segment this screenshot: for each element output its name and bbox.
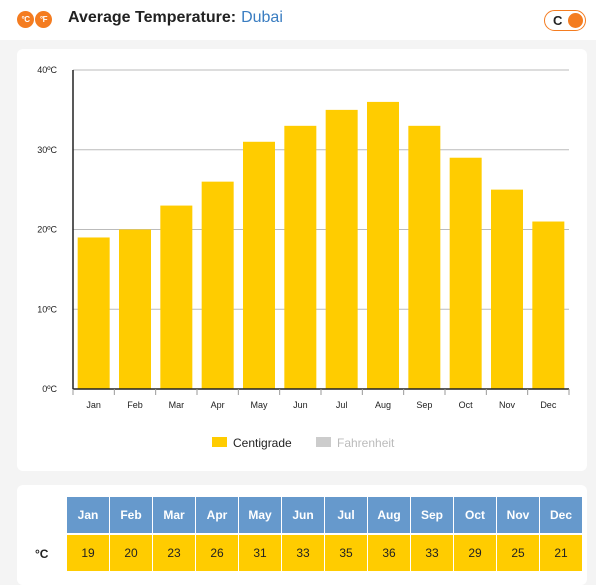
table-card: °C Jan Feb Mar Apr May Jun Jul Aug Sep Oct Nov Dec 1…: [17, 485, 587, 585]
temperature-value-cell: 33: [282, 535, 324, 571]
unit-toggle-label: C: [553, 13, 563, 28]
bar[interactable]: [408, 125, 441, 389]
x-tick-label: Jul: [336, 400, 348, 410]
x-tick-label: Mar: [169, 400, 185, 410]
x-tick-label: Apr: [211, 400, 225, 410]
month-header-cell: Oct: [454, 497, 496, 533]
x-tick-label: Jan: [86, 400, 101, 410]
title-label: Average Temperature:: [68, 9, 237, 26]
month-header-cell: Nov: [497, 497, 539, 533]
month-header-cell: Mar: [153, 497, 195, 533]
bar[interactable]: [119, 229, 151, 390]
header: °C °F Average Temperature: Dubai C: [0, 0, 596, 40]
y-tick-label: 40ºC: [37, 65, 57, 75]
temperature-value-cell: 23: [153, 535, 195, 571]
month-header-cell: May: [239, 497, 281, 533]
x-tick-label: Nov: [499, 400, 516, 410]
month-header-cell: Aug: [368, 497, 410, 533]
unit-label: °C: [35, 547, 49, 561]
temperature-value-cell: 29: [454, 535, 496, 571]
temperature-value-cell: 36: [368, 535, 410, 571]
month-header-cell: Sep: [411, 497, 453, 533]
temperature-value-cell: 21: [540, 535, 582, 571]
logo: °C °F: [17, 11, 52, 28]
temperature-value-cell: 25: [497, 535, 539, 571]
bar[interactable]: [449, 157, 482, 389]
bar[interactable]: [367, 101, 399, 390]
temperature-value-cell: 20: [110, 535, 152, 571]
temperature-value-cell: 35: [325, 535, 367, 571]
x-tick-label: Oct: [459, 400, 474, 410]
bar[interactable]: [491, 189, 523, 389]
temperature-value-cell: 19: [67, 535, 109, 571]
month-header-cell: Feb: [110, 497, 152, 533]
bar[interactable]: [201, 181, 234, 389]
y-tick-label: 0ºC: [42, 384, 57, 394]
legend-label-centigrade[interactable]: Centigrade: [233, 436, 292, 450]
chart-card: 0ºC 10ºC 20ºC 30ºC 40ºC Jan Feb Mar Apr May Jun Jul…: [17, 49, 587, 471]
unit-toggle[interactable]: C: [544, 10, 586, 31]
x-tick-label: Jun: [293, 400, 308, 410]
bar[interactable]: [284, 125, 317, 389]
temperature-value-cell: 31: [239, 535, 281, 571]
celsius-logo-icon: °C: [17, 11, 34, 28]
month-header-cell: Jun: [282, 497, 324, 533]
temperature-chart: 0ºC 10ºC 20ºC 30ºC 40ºC Jan Feb Mar Apr May Jun Jul…: [37, 65, 570, 450]
x-tick-label: Dec: [540, 400, 557, 410]
legend-label-fahrenheit[interactable]: Fahrenheit: [337, 436, 395, 450]
y-tick-label: 10ºC: [37, 304, 57, 314]
month-header-cell: Apr: [196, 497, 238, 533]
city-name: Dubai: [241, 9, 283, 26]
month-header-cell: Jul: [325, 497, 367, 533]
y-tick-label: 20ºC: [37, 225, 57, 235]
page-title: Average Temperature: Dubai: [68, 9, 283, 27]
monthly-table: Jan Feb Mar Apr May Jun Jul Aug Sep Oct Nov Dec 19 20…: [67, 497, 582, 571]
temperature-value-cell: 26: [196, 535, 238, 571]
bar[interactable]: [325, 109, 358, 389]
y-tick-label: 30ºC: [37, 145, 57, 155]
x-tick-label: Aug: [375, 400, 391, 410]
fahrenheit-logo-icon: °F: [35, 11, 52, 28]
toggle-knob: [568, 13, 583, 28]
bar[interactable]: [160, 205, 193, 389]
x-tick-label: May: [250, 400, 268, 410]
month-header-cell: Dec: [540, 497, 582, 533]
bar[interactable]: [77, 237, 110, 389]
bar[interactable]: [532, 221, 565, 389]
bar[interactable]: [243, 141, 275, 389]
x-tick-label: Feb: [127, 400, 143, 410]
legend-swatch-fahrenheit: [316, 437, 331, 447]
month-header-cell: Jan: [67, 497, 109, 533]
x-tick-label: Sep: [416, 400, 432, 410]
temperature-value-cell: 33: [411, 535, 453, 571]
legend-swatch-centigrade: [212, 437, 227, 447]
